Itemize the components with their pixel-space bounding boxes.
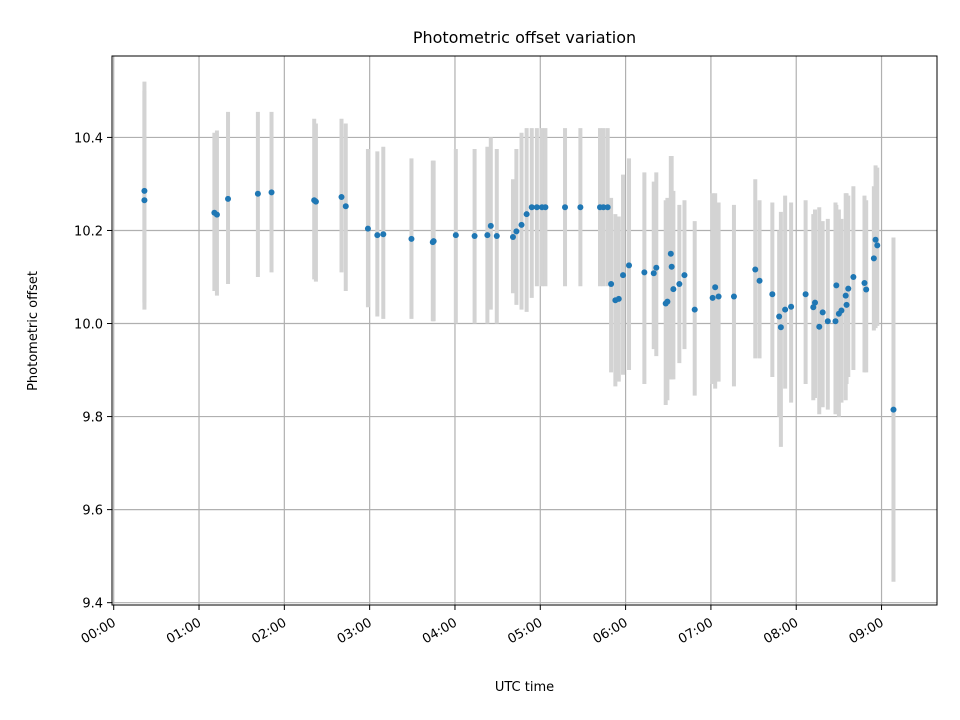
data-point <box>850 273 857 280</box>
data-point <box>225 195 232 202</box>
data-point <box>691 306 698 313</box>
data-point <box>493 233 500 240</box>
data-point <box>845 285 852 292</box>
data-point <box>484 232 491 239</box>
data-point <box>843 301 850 308</box>
data-point <box>577 204 584 211</box>
data-point <box>254 190 261 197</box>
data-point <box>838 307 845 314</box>
data-point <box>676 280 683 287</box>
data-point <box>653 264 660 271</box>
data-point <box>782 306 789 313</box>
data-point <box>523 211 530 218</box>
data-point <box>641 269 648 276</box>
y-axis-ticks: 9.4 9.6 9.8 10.0 10.2 10.4 <box>74 131 112 612</box>
data-point <box>615 295 622 302</box>
y-tick-label: 10.0 <box>74 318 103 333</box>
data-points <box>141 187 897 413</box>
data-point <box>769 291 776 298</box>
data-point <box>861 280 868 287</box>
data-point <box>670 286 677 293</box>
data-point <box>870 255 877 262</box>
data-point <box>604 204 611 211</box>
y-tick-label: 10.4 <box>74 131 103 146</box>
data-point <box>816 323 823 330</box>
data-point <box>664 298 671 305</box>
chart-title: Photometric offset variation <box>413 28 636 47</box>
data-point <box>533 204 540 211</box>
data-point <box>874 242 881 249</box>
y-tick-label: 10.2 <box>74 224 103 239</box>
data-point <box>471 233 478 240</box>
data-point <box>141 197 148 204</box>
y-axis-label: Photometric offset <box>26 271 41 391</box>
data-point <box>338 193 345 200</box>
data-point <box>608 280 615 287</box>
data-point <box>872 236 879 243</box>
data-point <box>777 324 784 331</box>
data-point <box>712 284 719 291</box>
data-point <box>810 304 817 311</box>
data-point <box>811 299 818 306</box>
data-point <box>667 250 674 257</box>
data-point <box>452 232 459 239</box>
data-point <box>681 272 688 279</box>
data-point <box>863 286 870 293</box>
data-point <box>342 203 349 210</box>
data-point <box>833 282 840 289</box>
y-tick-label: 9.6 <box>82 504 103 519</box>
data-point <box>752 266 759 273</box>
data-point <box>788 303 795 310</box>
data-point <box>513 228 520 235</box>
data-point <box>268 189 275 196</box>
data-point <box>824 318 831 325</box>
data-point <box>715 293 722 300</box>
data-point <box>312 198 319 205</box>
data-point <box>213 211 220 218</box>
data-point <box>562 204 569 211</box>
data-point <box>374 232 381 239</box>
data-point <box>802 291 809 298</box>
data-point <box>542 204 549 211</box>
data-point <box>430 238 437 245</box>
data-point <box>756 277 763 284</box>
data-point <box>509 233 516 240</box>
data-point <box>408 235 415 242</box>
data-point <box>380 231 387 238</box>
x-axis-label: UTC time <box>495 680 554 695</box>
data-point <box>364 225 371 232</box>
data-point <box>518 221 525 228</box>
y-tick-label: 9.8 <box>82 411 103 426</box>
data-point <box>626 262 633 269</box>
data-point <box>730 293 737 300</box>
data-point <box>141 187 148 194</box>
data-point <box>842 292 849 299</box>
data-point <box>487 222 494 229</box>
data-point <box>819 309 826 316</box>
data-point <box>620 272 627 279</box>
grid-lines <box>112 56 937 605</box>
data-point <box>668 263 675 270</box>
data-point <box>709 294 716 301</box>
data-point <box>650 270 657 277</box>
y-tick-label: 9.4 <box>82 597 103 612</box>
data-point <box>832 318 839 325</box>
data-point <box>890 406 897 413</box>
data-point <box>600 204 607 211</box>
data-point <box>528 204 535 211</box>
plot-frame <box>111 55 938 606</box>
data-point <box>776 313 783 320</box>
